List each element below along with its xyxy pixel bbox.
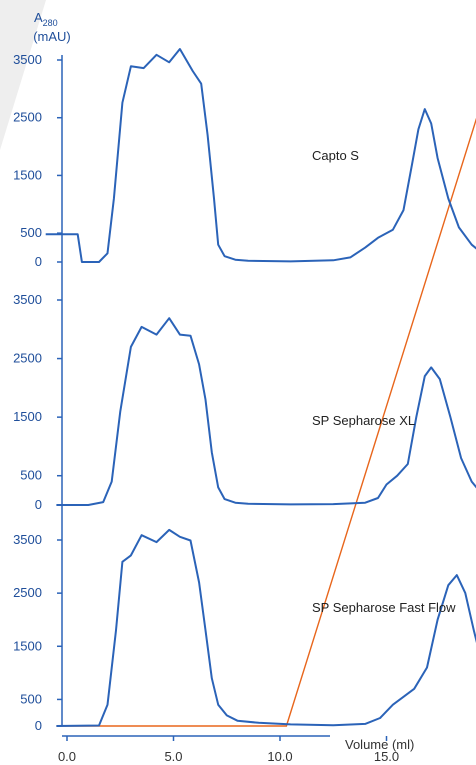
y-tick-label: 0 (35, 718, 42, 733)
y-tick-label: 0 (35, 254, 42, 269)
y-tick-label: 0 (35, 497, 42, 512)
x-tick-label: 0.0 (58, 749, 76, 764)
gradient-line (56, 117, 476, 727)
y-tick-label: 3500 (13, 532, 42, 547)
y-tick-label: 500 (20, 691, 42, 706)
y-axis-label-main: A (34, 10, 43, 25)
panel-3: 0 500 1500 2500 3500 SP Sepharose Fast Flow (13, 505, 476, 733)
x-axis-label: Volume (ml) (345, 737, 414, 752)
x-tick-label: 5.0 (164, 749, 182, 764)
absorbance-trace (56, 317, 476, 506)
y-tick-label: 3500 (13, 292, 42, 307)
y-tick-label: 2500 (13, 585, 42, 600)
x-axis: 0.05.010.015.020.0 (58, 735, 399, 764)
panel-1: 0 500 1500 2500 3500 Capto S (13, 48, 476, 269)
x-tick-label: 15.0 (374, 749, 399, 764)
gradient-layer (56, 117, 476, 727)
panel-label: SP Sepharose XL (312, 413, 415, 428)
y-axis-label: A280 (34, 10, 58, 28)
corner-decoration (0, 0, 46, 150)
absorbance-trace (56, 528, 476, 727)
y-tick-label: 500 (20, 225, 42, 240)
y-tick-label: 1500 (13, 167, 42, 182)
panel-2: 0 500 1500 2500 3500 SP Sepharose XL (13, 262, 476, 512)
y-axis-label-subscript: 280 (43, 18, 58, 28)
y-tick-label: 2500 (13, 351, 42, 366)
y-tick-label: 3500 (13, 52, 42, 67)
panels-layer: 0 500 1500 2500 3500 Capto S 0 500 1500 2500 3500 S… (13, 48, 476, 733)
x-tick-label: 10.0 (267, 749, 292, 764)
y-tick-label: 1500 (13, 638, 42, 653)
y-tick-label: 500 (20, 468, 42, 483)
panel-label: Capto S (312, 148, 359, 163)
y-axis-unit: (mAU) (33, 29, 71, 44)
absorbance-trace (45, 48, 476, 263)
panel-label: SP Sepharose Fast Flow (312, 600, 456, 615)
y-tick-label: 2500 (13, 110, 42, 125)
y-tick-label: 1500 (13, 409, 42, 424)
